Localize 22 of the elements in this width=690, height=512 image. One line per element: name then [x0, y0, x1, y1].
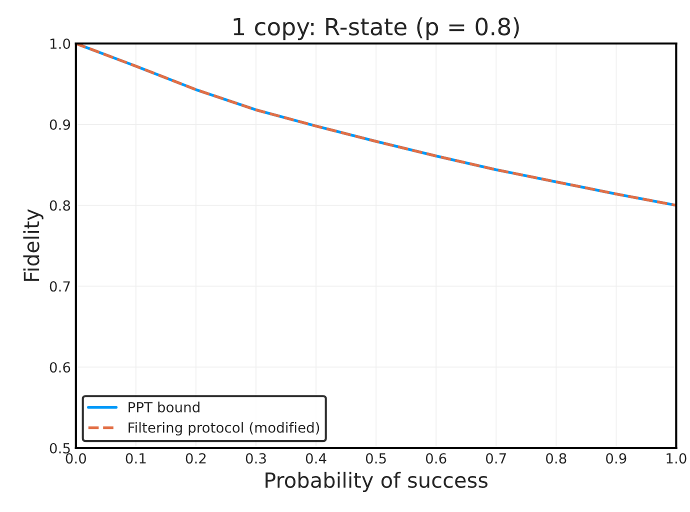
y-tick-label: 0.7: [50, 281, 70, 292]
y-tick-label: 0.6: [50, 362, 70, 373]
y-tick-label: 0.8: [50, 200, 70, 211]
x-tick-label: 0.4: [306, 453, 326, 464]
x-tick-label: 0.7: [486, 453, 506, 464]
x-tick-label: 0.2: [186, 453, 206, 464]
x-tick-label: 0.5: [366, 453, 386, 464]
x-tick-label: 0.8: [546, 453, 566, 464]
legend-label: PPT bound: [128, 402, 200, 412]
y-tick-label: 0.5: [50, 442, 70, 454]
x-tick-label: 0.9: [606, 453, 626, 464]
chart-title: 1 copy: R-state (p = 0.8): [234, 17, 519, 40]
x-tick-label: 0.6: [426, 453, 446, 464]
legend-label: Filtering protocol (modified): [128, 422, 320, 436]
x-tick-label: 1.0: [666, 453, 686, 464]
x-tick-label: 0.3: [246, 453, 266, 464]
y-tick-label: 1.0: [50, 38, 70, 49]
x-tick-label: 0.0: [66, 453, 86, 464]
x-axis-title: Probability of success: [266, 472, 488, 492]
x-tick-label: 0.1: [126, 453, 146, 464]
y-tick-label: 0.9: [50, 119, 70, 130]
y-axis-title: Fidelity: [23, 209, 44, 281]
